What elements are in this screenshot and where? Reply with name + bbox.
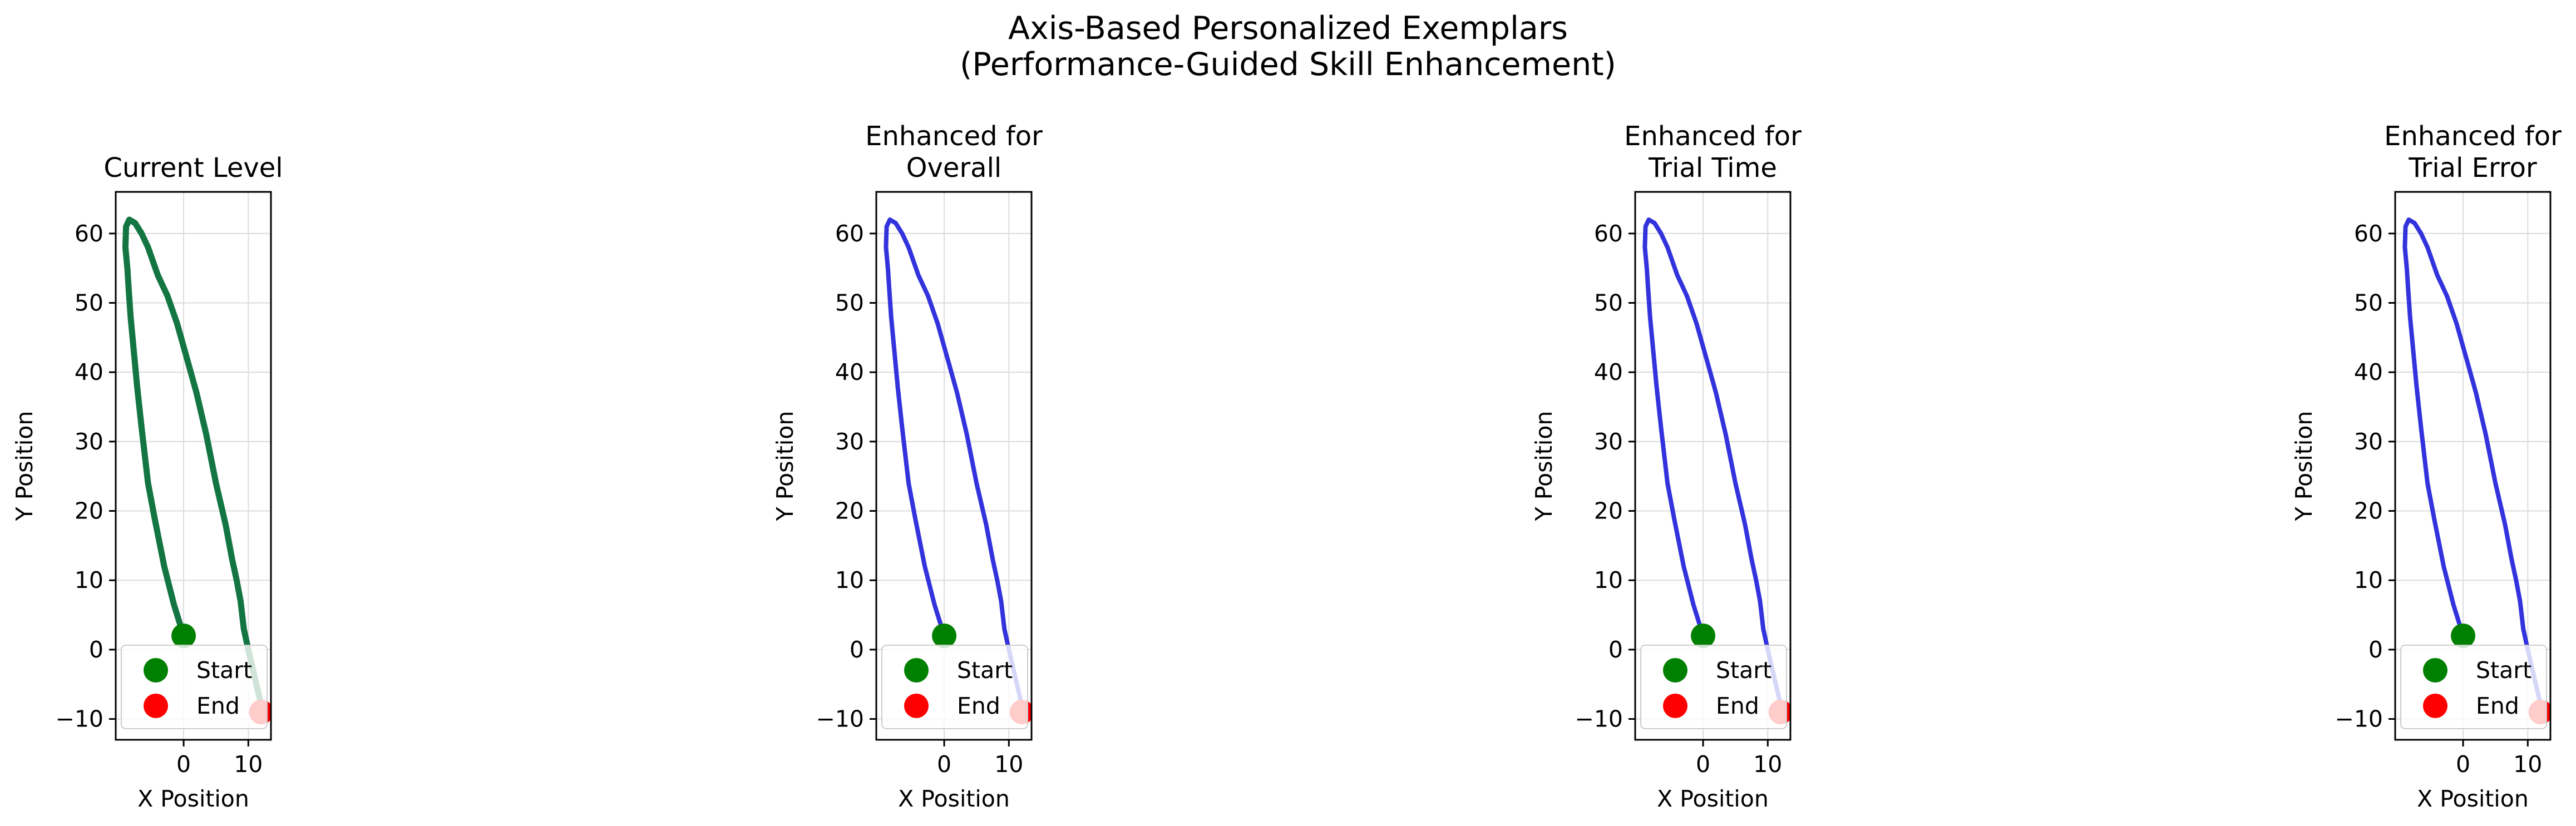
- legend: Start End: [2400, 645, 2547, 729]
- x-tick-label: 10: [2513, 751, 2542, 778]
- legend-end-swatch: [1663, 694, 1687, 718]
- axes-frame: [1634, 191, 1792, 741]
- y-tick-label: 50: [2354, 289, 2383, 316]
- y-tick-label: −10: [2335, 706, 2383, 733]
- y-tick-label: 60: [835, 220, 864, 247]
- y-tick-label: 10: [2354, 567, 2383, 593]
- y-tick-label: 60: [2354, 220, 2383, 247]
- y-tick-label: 30: [1594, 428, 1623, 455]
- x-axis-label: X Position: [898, 785, 1010, 812]
- trajectory-line: [2402, 217, 2543, 708]
- axes-frame: [875, 191, 1033, 741]
- y-tick-label: 20: [835, 498, 864, 525]
- x-axis-label: X Position: [137, 785, 249, 812]
- x-tick-label: 0: [2456, 751, 2470, 778]
- subplot-title-line: Enhanced for: [865, 121, 1043, 152]
- y-tick-label: 60: [75, 220, 103, 247]
- axes-frame: [115, 191, 272, 741]
- y-tick-label: 10: [1594, 567, 1623, 593]
- y-tick-label: 30: [835, 428, 864, 455]
- x-axis-label: X Position: [2417, 785, 2529, 812]
- legend-end-label: End: [196, 693, 240, 719]
- y-tick-label: 50: [835, 289, 864, 316]
- subplot-3: −10 0 10 20 30 40 50 60 0 10 X Position Y Position E…: [1531, 121, 1802, 812]
- y-tick-label: 40: [75, 359, 103, 385]
- y-tick-label: 50: [75, 289, 103, 316]
- y-tick-label: 40: [2354, 359, 2383, 385]
- y-tick-label: 20: [2354, 498, 2383, 525]
- y-tick-label: 0: [1608, 636, 1623, 663]
- x-tick-label: 10: [234, 751, 263, 778]
- trajectory-line: [884, 217, 1024, 708]
- legend-start-label: Start: [957, 657, 1013, 684]
- y-axis-label: Y Position: [2291, 411, 2317, 522]
- y-tick-label: 60: [1594, 220, 1623, 247]
- start-marker: [1691, 623, 1716, 648]
- legend-start-swatch: [904, 658, 929, 682]
- trajectory-line: [122, 216, 265, 709]
- x-tick-label: 0: [1696, 751, 1710, 778]
- y-tick-label: 40: [1594, 359, 1623, 385]
- figure-title-line-2: (Performance-Guided Skill Enhancement): [960, 46, 1616, 83]
- subplot-2: −10 0 10 20 30 40 50 60 0 10 X Position Y Position E…: [772, 121, 1043, 812]
- legend-end-label: End: [957, 693, 1000, 719]
- y-tick-label: 30: [75, 428, 103, 455]
- trajectory-line: [1642, 217, 1783, 708]
- legend-start-label: Start: [196, 657, 252, 684]
- y-tick-label: −10: [55, 706, 103, 733]
- y-tick-label: 30: [2354, 428, 2383, 455]
- axes-frame: [2394, 191, 2552, 741]
- y-tick-label: 20: [75, 498, 103, 525]
- legend-start-swatch: [1663, 658, 1687, 682]
- subplot-title-line: Trial Time: [1648, 152, 1777, 184]
- y-tick-label: 10: [835, 567, 864, 593]
- y-tick-label: 50: [1594, 289, 1623, 316]
- legend: Start End: [1640, 645, 1787, 729]
- x-tick-label: 0: [937, 751, 951, 778]
- y-axis-label: Y Position: [11, 411, 38, 522]
- subplot-1: −10 0 10 20 30 40 50 60 0 10 X Position Y Position C…: [11, 152, 283, 812]
- legend-end-swatch: [144, 694, 168, 718]
- x-tick-label: 10: [1753, 751, 1782, 778]
- legend-end-swatch: [904, 694, 929, 718]
- subplot-title-line: Enhanced for: [1624, 121, 1802, 152]
- y-tick-label: −10: [1575, 706, 1623, 733]
- legend-end-swatch: [2423, 694, 2447, 718]
- legend-start-swatch: [144, 658, 168, 682]
- y-tick-label: −10: [816, 706, 864, 733]
- x-tick-label: 0: [176, 751, 191, 778]
- x-tick-label: 10: [994, 751, 1023, 778]
- subplot-title-line: Current Level: [103, 152, 283, 184]
- legend-end-label: End: [2476, 693, 2519, 719]
- legend: Start End: [121, 645, 268, 729]
- start-marker: [2451, 623, 2476, 648]
- y-tick-label: 0: [89, 636, 103, 663]
- x-axis-label: X Position: [1657, 785, 1769, 812]
- y-tick-label: 40: [835, 359, 864, 385]
- y-tick-label: 0: [2368, 636, 2383, 663]
- y-tick-label: 10: [75, 567, 103, 593]
- y-axis-label: Y Position: [1531, 411, 1557, 522]
- y-axis-label: Y Position: [772, 411, 798, 522]
- legend-end-label: End: [1716, 693, 1759, 719]
- legend-start-label: Start: [1716, 657, 1771, 684]
- subplot-title-line: Overall: [906, 152, 1002, 184]
- subplot-title-line: Enhanced for: [2384, 121, 2562, 152]
- subplot-4: −10 0 10 20 30 40 50 60 0 10 X Position Y Position E…: [2291, 121, 2562, 812]
- y-tick-label: 20: [1594, 498, 1623, 525]
- legend-start-label: Start: [2476, 657, 2531, 684]
- start-marker: [932, 623, 957, 648]
- subplot-title-line: Trial Error: [2408, 152, 2537, 184]
- y-tick-label: 0: [850, 636, 864, 663]
- figure-title-line-1: Axis-Based Personalized Exemplars: [1008, 10, 1568, 47]
- legend: Start End: [881, 645, 1028, 729]
- legend-start-swatch: [2423, 658, 2447, 682]
- start-marker: [171, 623, 196, 648]
